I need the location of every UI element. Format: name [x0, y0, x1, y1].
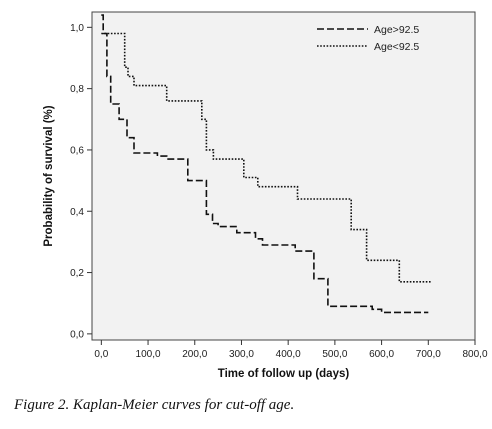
series-line-1 — [101, 14, 429, 314]
km-chart: 0,0 100,0 200,0 300,0 400,0 500,0 600,0 700,0 80… — [43, 11, 488, 380]
x-tick-label: 200,0 — [182, 349, 207, 360]
y-axis-label: Probability of survival (%) — [43, 105, 55, 246]
x-tick-label: 100,0 — [136, 349, 161, 360]
x-tick-label: 600,0 — [369, 349, 394, 360]
x-tick-label: 400,0 — [276, 349, 301, 360]
x-tick-label: 800,0 — [462, 349, 487, 360]
legend-label-2: Age<92.5 — [374, 41, 419, 53]
y-tick-label: 1,0 — [70, 23, 84, 34]
plot-area — [91, 11, 476, 341]
y-tick-label: 0,0 — [70, 329, 84, 340]
x-axis-label: Time of follow up (days) — [218, 368, 350, 380]
legend-label-1: Age>92.5 — [374, 24, 419, 36]
x-tick-label: 0,0 — [94, 349, 108, 360]
x-tick-label: 700,0 — [416, 349, 441, 360]
figure-caption: Figure 2. Kaplan-Meier curves for cut-of… — [14, 397, 295, 413]
y-tick-label: 0,8 — [70, 84, 84, 95]
x-tick-label: 500,0 — [322, 349, 347, 360]
y-tick-label: 0,6 — [70, 145, 84, 156]
x-tick-label: 300,0 — [229, 349, 254, 360]
y-tick-label: 0,2 — [70, 268, 84, 279]
y-tick-label: 0,4 — [70, 207, 84, 218]
